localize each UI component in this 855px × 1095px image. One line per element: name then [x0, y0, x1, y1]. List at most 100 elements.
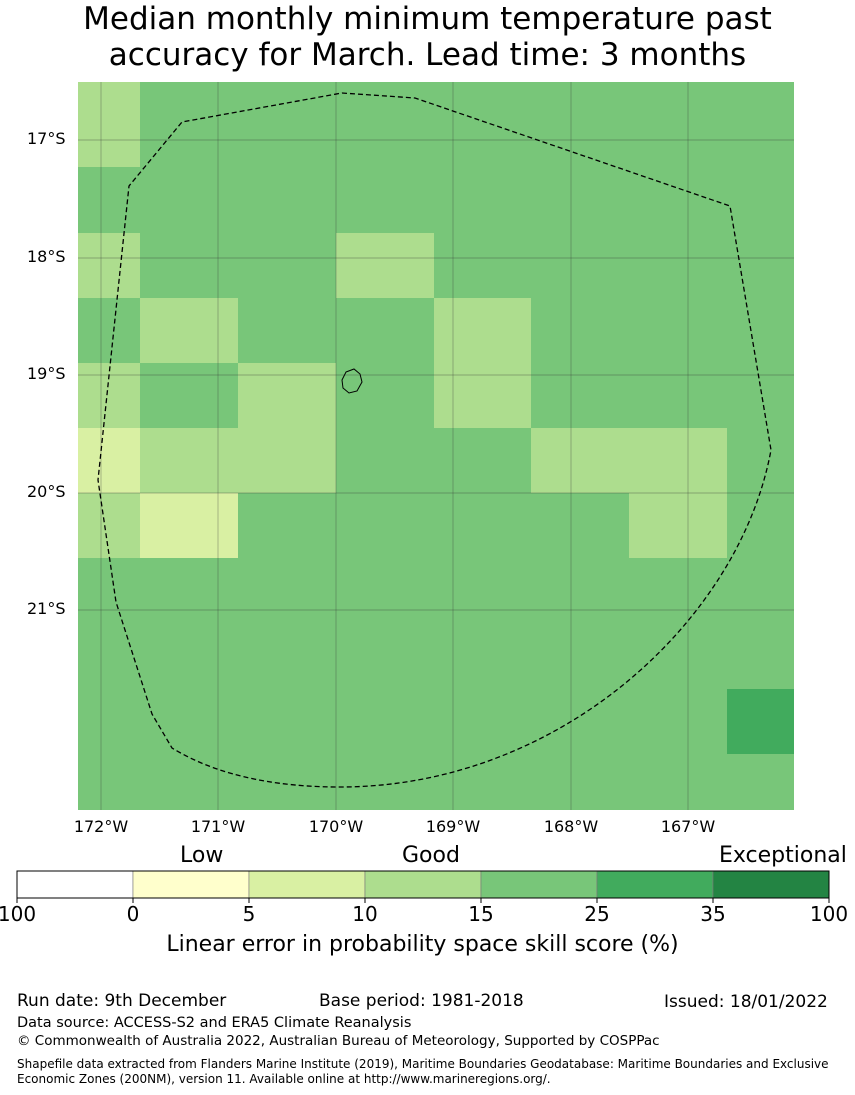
map-cell: [629, 493, 727, 558]
map-cell: [336, 428, 434, 493]
map-cell: [78, 363, 140, 428]
map-cell: [727, 298, 794, 363]
map-cell: [238, 363, 336, 428]
colorbar-segment: [712, 870, 830, 899]
lon-label: 168°W: [543, 817, 599, 836]
map-cell: [336, 363, 434, 428]
map-cell: [629, 233, 727, 298]
map-cell: [78, 233, 140, 298]
map-cell: [434, 233, 531, 298]
map-cell: [140, 363, 238, 428]
map-cell: [140, 82, 238, 167]
lon-label: 170°W: [308, 817, 364, 836]
map-cell: [531, 689, 629, 754]
map-cell: [434, 558, 531, 623]
map-cell: [531, 428, 629, 493]
lat-label: 19°S: [27, 364, 66, 383]
map-cell: [238, 428, 336, 493]
map-cell: [336, 167, 434, 233]
map-cell: [434, 623, 531, 689]
lon-label: 172°W: [73, 817, 129, 836]
map-cell: [531, 233, 629, 298]
shapefile-credit: Shapefile data extracted from Flanders M…: [17, 1057, 829, 1086]
map-cell: [727, 493, 794, 558]
eez-boundary: [97, 92, 772, 788]
map-cell: [727, 428, 794, 493]
map-cell: [727, 689, 794, 754]
map-cell: [238, 493, 336, 558]
map-cell: [336, 82, 434, 167]
data-source: Data source: ACCESS-S2 and ERA5 Climate …: [17, 1015, 412, 1031]
map-cell: [140, 623, 238, 689]
map-cell: [140, 754, 238, 810]
run-date: Run date: 9th December: [17, 991, 227, 1011]
map-cell: [336, 233, 434, 298]
lat-label: 21°S: [27, 599, 66, 618]
map-cell: [531, 298, 629, 363]
colorbar-frame: [16, 870, 830, 899]
colorbar-tick: 35: [700, 902, 726, 926]
map-cell: [78, 428, 140, 493]
map-cell: [78, 298, 140, 363]
map-cell: [727, 754, 794, 810]
colorbar-segment: [16, 870, 134, 899]
map-cell: [238, 298, 336, 363]
map-cell: [238, 167, 336, 233]
map-cell: [629, 689, 727, 754]
map-cell: [629, 754, 727, 810]
map-cell: [629, 558, 727, 623]
map-cell: [727, 233, 794, 298]
map-cell: [336, 298, 434, 363]
colorbar-category-low: Low: [180, 843, 224, 868]
map-cell: [78, 754, 140, 810]
map-cell: [531, 82, 629, 167]
lat-label: 18°S: [27, 247, 66, 266]
colorbar: [16, 870, 830, 903]
map-cell: [629, 428, 727, 493]
island-outline: [341, 368, 363, 394]
map-cell: [434, 428, 531, 493]
map-cell: [531, 558, 629, 623]
map-cell: [336, 754, 434, 810]
colorbar-tick: 100: [809, 902, 849, 926]
colorbar-segment: [480, 870, 598, 899]
map-cell: [434, 298, 531, 363]
issued-date: Issued: 18/01/2022: [664, 992, 828, 1012]
map-cell: [434, 167, 531, 233]
map-cell: [531, 623, 629, 689]
map-cell: [629, 363, 727, 428]
title-line-2: accuracy for March. Lead time: 3 months: [108, 37, 747, 73]
lon-label: 167°W: [660, 817, 716, 836]
map-cell: [727, 363, 794, 428]
map-cell: [336, 689, 434, 754]
map-cell: [140, 558, 238, 623]
copyright: © Commonwealth of Australia 2022, Austra…: [17, 1033, 660, 1049]
map-cell: [78, 623, 140, 689]
colorbar-tick: 25: [584, 902, 610, 926]
map-cell: [531, 754, 629, 810]
map-cell: [336, 623, 434, 689]
map-cell: [629, 298, 727, 363]
map-cell: [336, 558, 434, 623]
colorbar-segment: [132, 870, 250, 899]
skill-map: [78, 82, 794, 810]
map-cell: [434, 82, 531, 167]
map-cell: [140, 298, 238, 363]
colorbar-label: Linear error in probability space skill …: [166, 932, 679, 957]
map-cell: [434, 363, 531, 428]
map-cell: [238, 689, 336, 754]
map-cell: [78, 493, 140, 558]
map-cell: [434, 493, 531, 558]
colorbar-tick: 10: [352, 902, 378, 926]
map-cell: [336, 493, 434, 558]
colorbar-tick: 0: [126, 902, 140, 926]
map-cell: [78, 167, 140, 233]
map-cell: [140, 689, 238, 754]
map-cell: [531, 363, 629, 428]
map-cell: [140, 493, 238, 558]
lat-label: 20°S: [27, 482, 66, 501]
colorbar-category-good: Good: [402, 843, 460, 868]
colorbar-category-exceptional: Exceptional: [719, 843, 847, 868]
map-cell: [434, 689, 531, 754]
